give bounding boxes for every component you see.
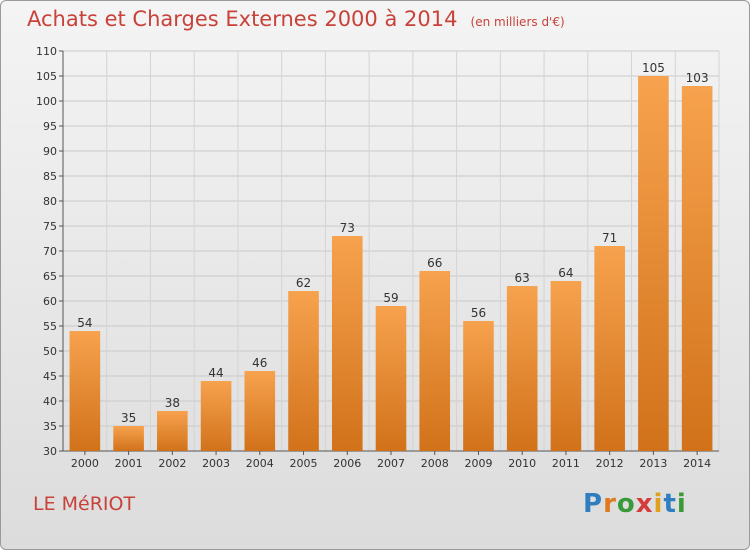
data-label: 103 (686, 71, 709, 85)
bar (244, 371, 276, 451)
x-tick-label: 2009 (464, 457, 492, 470)
logo-letter: x (635, 489, 654, 519)
data-label: 73 (340, 221, 355, 235)
bar (69, 331, 101, 451)
y-tick-label: 85 (43, 170, 57, 183)
y-tick-label: 65 (43, 270, 57, 283)
y-tick-label: 80 (43, 195, 57, 208)
y-tick-label: 30 (43, 445, 57, 458)
x-tick-label: 2014 (683, 457, 711, 470)
chart-title-text: Achats et Charges Externes 2000 à 2014 (27, 7, 458, 31)
y-tick-label: 60 (43, 295, 57, 308)
place-name: LE MéRIOT (33, 493, 136, 515)
data-labels: 54 35 38 44 46 62 73 59 66 56 63 64 71 105 103 (77, 61, 708, 425)
x-tick-label: 2001 (115, 457, 143, 470)
x-tick-label: 2010 (508, 457, 536, 470)
y-tick-label: 90 (43, 145, 57, 158)
bar (113, 426, 144, 451)
proxiti-logo: Proxiti (583, 489, 687, 519)
bar (157, 411, 188, 451)
y-tick-label: 70 (43, 245, 57, 258)
x-tick-label: 2008 (421, 457, 449, 470)
bar (288, 291, 319, 451)
y-tick-label: 75 (43, 220, 57, 233)
y-tick-label: 100 (36, 95, 57, 108)
x-tick-label: 2006 (333, 457, 361, 470)
data-label: 71 (602, 231, 617, 245)
bar (506, 286, 538, 451)
data-label: 56 (471, 306, 486, 320)
data-label: 35 (121, 411, 136, 425)
chart-title: Achats et Charges Externes 2000 à 2014 (… (27, 7, 565, 31)
x-tick-label: 2011 (552, 457, 580, 470)
chart-unit-text: (en milliers d'€) (470, 15, 565, 29)
logo-letter: t (663, 489, 677, 519)
x-tick-label: 2004 (246, 457, 274, 470)
logo-letter: r (603, 489, 617, 519)
y-tick-label: 45 (43, 370, 57, 383)
bar (331, 236, 363, 451)
bar (463, 321, 494, 451)
y-tick-label: 110 (36, 45, 57, 58)
bar (594, 246, 625, 451)
bar (419, 271, 451, 451)
x-tick-label: 2002 (158, 457, 186, 470)
y-tick-label: 50 (43, 345, 57, 358)
y-tick-label: 40 (43, 395, 57, 408)
x-tick-label: 2005 (290, 457, 318, 470)
data-label: 62 (296, 276, 311, 290)
logo-letter: o (616, 489, 636, 519)
x-tick-label: 2003 (202, 457, 230, 470)
data-label: 38 (165, 396, 180, 410)
data-label: 54 (77, 316, 92, 330)
y-tick-label: 95 (43, 120, 57, 133)
y-tick-label: 105 (36, 70, 57, 83)
bar (638, 76, 669, 451)
logo-letter: i (653, 489, 664, 519)
bars (69, 76, 713, 451)
x-tick-label: 2013 (639, 457, 667, 470)
bar (550, 281, 582, 451)
y-tick-label: 35 (43, 420, 57, 433)
data-label: 44 (208, 366, 223, 380)
data-label: 66 (427, 256, 442, 270)
x-tick-label: 2012 (596, 457, 624, 470)
x-tick-label: 2000 (71, 457, 99, 470)
bar (375, 306, 407, 451)
data-label: 46 (252, 356, 267, 370)
bar (200, 381, 232, 451)
logo-letter: i (676, 489, 687, 519)
data-label: 59 (383, 291, 398, 305)
logo-letter: P (583, 489, 604, 519)
data-label: 64 (558, 266, 573, 280)
bar (681, 86, 713, 451)
x-tick-label: 2007 (377, 457, 405, 470)
data-label: 105 (642, 61, 665, 75)
data-label: 63 (515, 271, 530, 285)
y-tick-label: 55 (43, 320, 57, 333)
